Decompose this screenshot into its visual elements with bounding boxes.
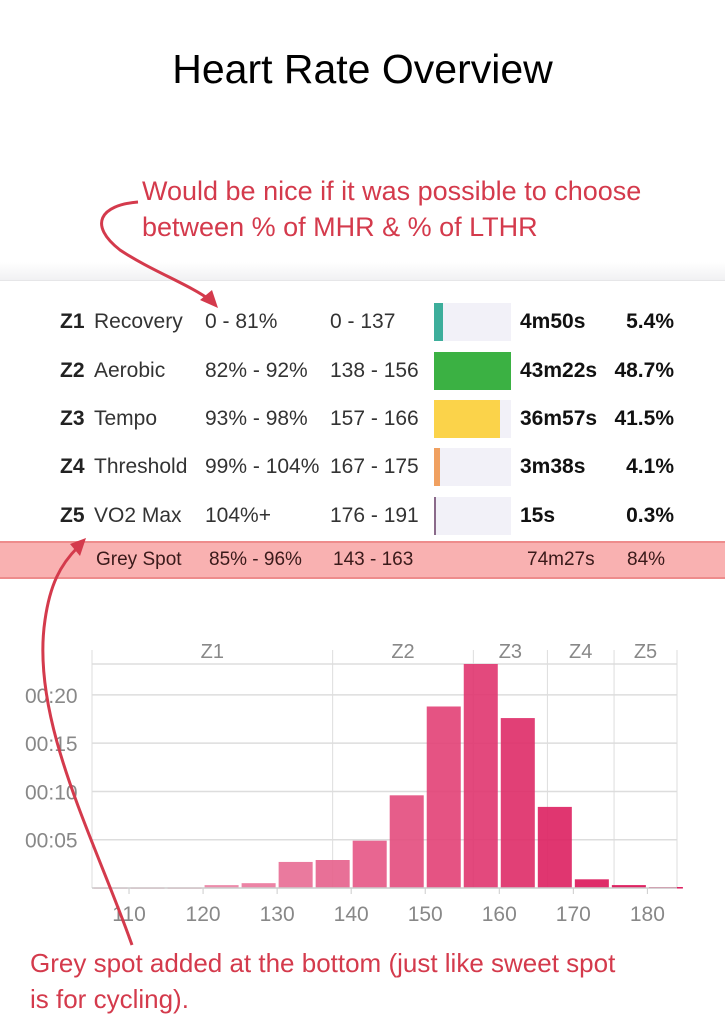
histogram-bar: [574, 879, 609, 888]
histogram-bar: [278, 861, 313, 888]
histogram-bar: [463, 664, 498, 888]
grey-spot-bpm: 143 - 163: [333, 549, 414, 570]
zone-code: Z2: [60, 359, 85, 382]
x-tick-label: 120: [186, 903, 221, 926]
zone-code: Z1: [60, 310, 85, 333]
zone-pct-range: 99% - 104%: [205, 455, 320, 478]
annotation-bottom-line2: is for cycling).: [30, 984, 189, 1014]
histogram-bar: [315, 860, 350, 888]
zone-share-bar: [434, 352, 511, 390]
zone-share-bar: [434, 303, 511, 341]
histogram-bar: [389, 795, 424, 888]
zone-time: 15s: [520, 504, 556, 527]
zone-bpm-range: 0 - 137: [330, 310, 396, 333]
zone-share: 41.5%: [614, 407, 674, 430]
grey-spot-pct: 85% - 96%: [209, 549, 302, 570]
grey-spot-time: 74m27s: [527, 549, 595, 570]
zone-band-label: Z4: [569, 641, 592, 663]
zone-time: 36m57s: [520, 407, 598, 430]
grey-spot-share: 84%: [627, 549, 666, 570]
zone-bpm-range: 176 - 191: [330, 504, 419, 527]
zone-share-bar: [434, 448, 511, 486]
zone-row-z4: Z4 Threshold 99% - 104% 167 - 175 3m38s …: [0, 447, 725, 487]
zone-code: Z3: [60, 407, 85, 430]
page-title: Heart Rate Overview: [172, 46, 553, 92]
x-tick-label: 140: [334, 903, 369, 926]
zone-code: Z4: [60, 455, 85, 478]
zone-bpm-range: 167 - 175: [330, 455, 419, 478]
zone-share: 48.7%: [614, 359, 674, 382]
annotation-top-line1: Would be nice if it was possible to choo…: [142, 176, 642, 206]
x-tick-label: 160: [482, 903, 517, 926]
zone-band-label: Z5: [634, 641, 657, 663]
zone-row-z3: Z3 Tempo 93% - 98% 157 - 166 36m57s 41.5…: [0, 399, 725, 439]
y-tick-label: 00:15: [25, 733, 78, 756]
annotation-bottom: Grey spot added at the bottom (just like…: [30, 945, 615, 1017]
x-tick-label: 110: [112, 903, 145, 926]
zone-bpm-range: 157 - 166: [330, 407, 419, 430]
zone-bpm-range: 138 - 156: [330, 359, 419, 382]
x-tick-label: 180: [630, 903, 665, 926]
zone-band-label: Z3: [499, 641, 522, 663]
x-tick-label: 170: [556, 903, 591, 926]
zone-name: Tempo: [94, 407, 158, 430]
zone-share: 5.4%: [626, 310, 674, 333]
zone-code: Z5: [60, 504, 85, 527]
y-tick-label: 00:20: [25, 685, 78, 708]
zone-band-label: Z1: [201, 641, 224, 663]
zone-name: Recovery: [94, 310, 183, 333]
zone-row-z1: Z1 Recovery 0 - 81% 0 - 137 4m50s 5.4%: [0, 302, 725, 342]
histogram-bar: [537, 806, 572, 888]
histogram-bar: [611, 885, 646, 888]
x-tick-label: 130: [260, 903, 295, 926]
zone-share-fill: [434, 497, 436, 535]
y-tick-label: 00:05: [25, 830, 78, 853]
zone-time: 4m50s: [520, 310, 586, 333]
histogram-bar: [204, 885, 239, 888]
zone-row-z2: Z2 Aerobic 82% - 92% 138 - 156 43m22s 48…: [0, 351, 725, 391]
histogram-bar: [352, 840, 387, 888]
histogram-bar: [500, 718, 535, 888]
histogram-bar: [241, 883, 276, 888]
zone-share-fill: [434, 352, 511, 390]
zone-pct-range: 93% - 98%: [205, 407, 308, 430]
zone-name: Threshold: [94, 455, 188, 478]
zone-share-fill: [434, 303, 443, 341]
zone-share: 4.1%: [626, 455, 674, 478]
zone-share-fill: [434, 400, 500, 438]
zone-row-z5: Z5 VO2 Max 104%+ 176 - 191 15s 0.3%: [0, 496, 725, 536]
zone-pct-range: 82% - 92%: [205, 359, 308, 382]
annotation-bottom-line1: Grey spot added at the bottom (just like…: [30, 948, 616, 978]
histogram-bar: [426, 706, 461, 888]
zone-share-bar: [434, 497, 511, 535]
zone-pct-range: 0 - 81%: [205, 310, 278, 333]
y-tick-label: 00:10: [25, 781, 78, 804]
zone-time: 43m22s: [520, 359, 598, 382]
zone-share-fill: [434, 448, 441, 486]
zone-share-bar: [434, 400, 511, 438]
zone-band-label: Z2: [391, 641, 414, 663]
zone-time: 3m38s: [520, 455, 586, 478]
zone-share: 0.3%: [626, 504, 674, 527]
zone-pct-range: 104%+: [205, 504, 271, 527]
zone-name: Aerobic: [94, 359, 166, 382]
x-tick-label: 150: [408, 903, 443, 926]
zone-name: VO2 Max: [94, 504, 182, 527]
